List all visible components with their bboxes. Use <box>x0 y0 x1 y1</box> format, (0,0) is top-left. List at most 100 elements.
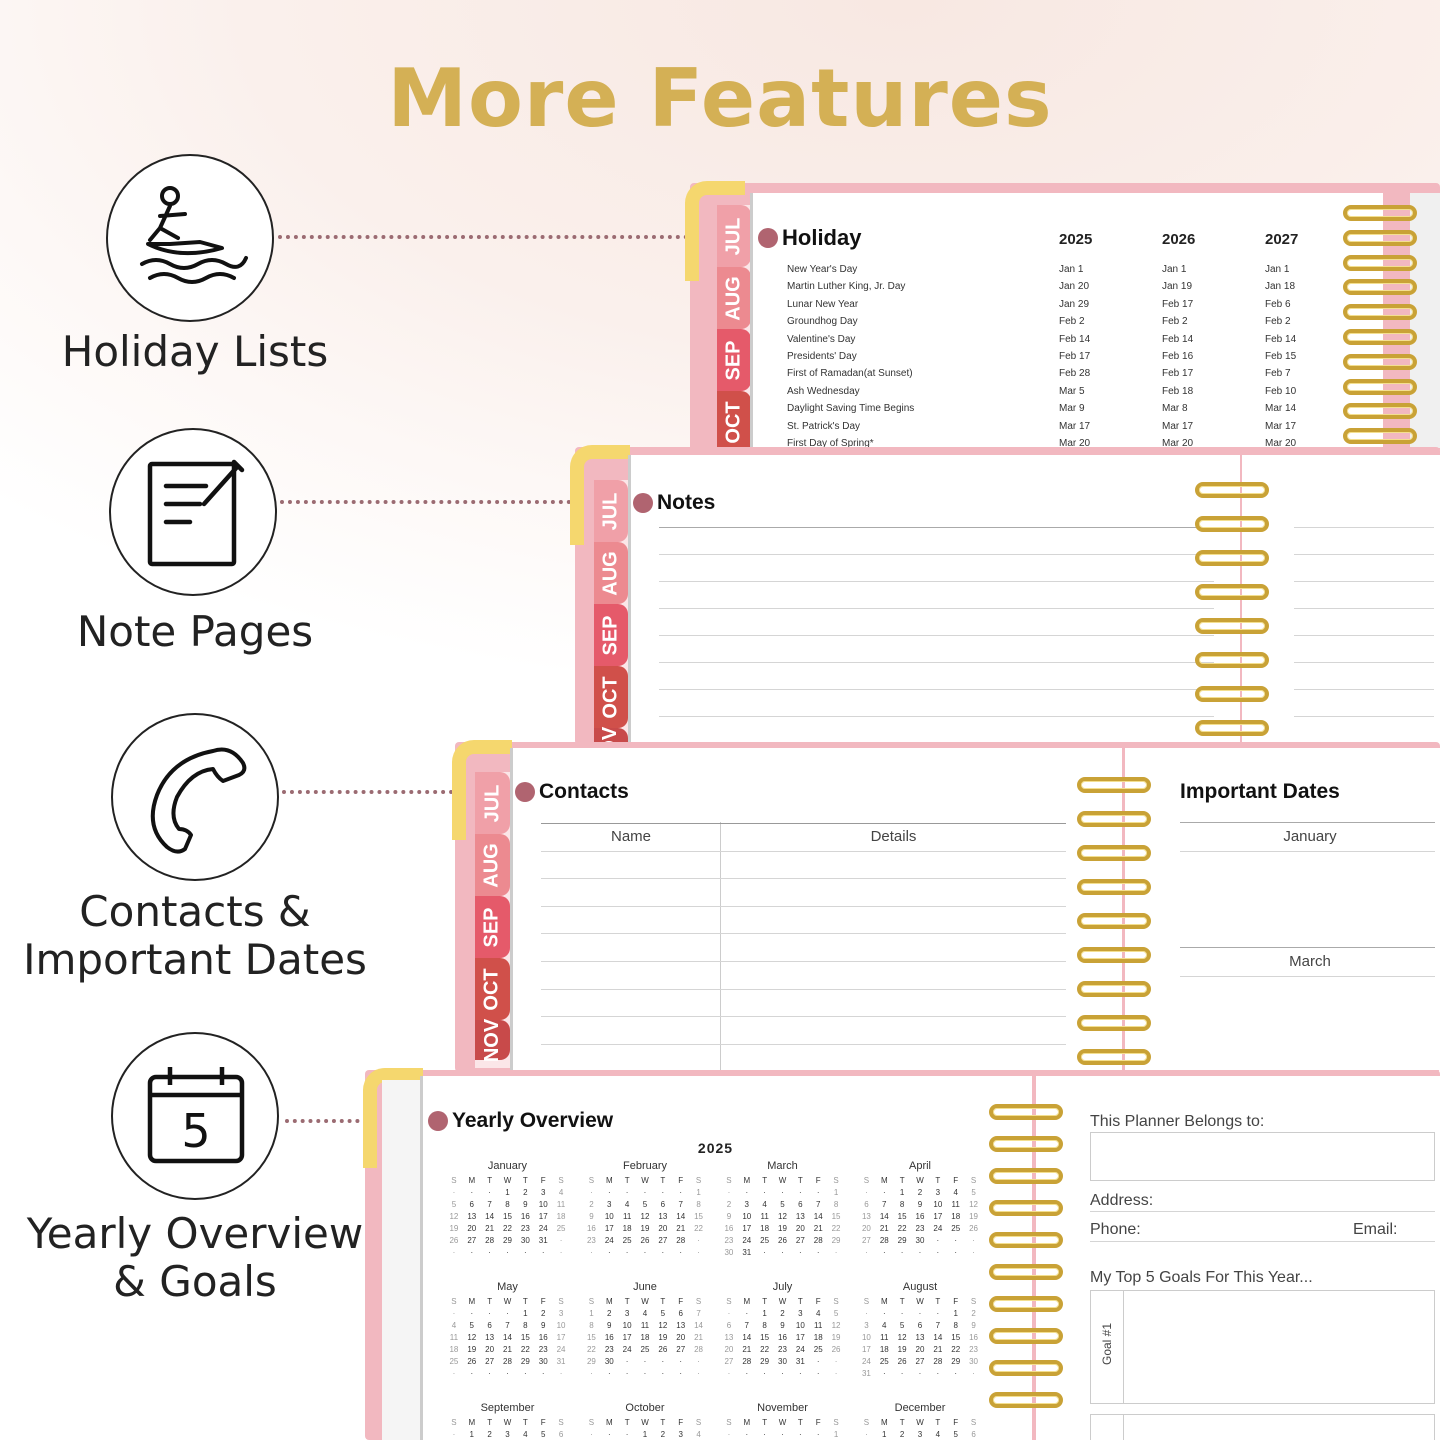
tab-jul[interactable]: JUL <box>594 480 628 542</box>
tab-sep[interactable]: SEP <box>475 896 510 958</box>
ring <box>1195 652 1269 668</box>
weekday-label: F <box>953 1297 959 1306</box>
holiday-date: Feb 10 <box>1265 385 1297 397</box>
day-cell: 25 <box>879 1357 889 1366</box>
note-line <box>659 716 1214 717</box>
month-calendar-july: July S M T W T F S · · 1 2 3 4 5 6 7 8 9 10 11 12 13 14 15 16 17 18… <box>720 1281 845 1378</box>
day-cell: 23 <box>778 1345 787 1354</box>
contact-row-line <box>541 1016 1066 1018</box>
tab-aug[interactable]: AUG <box>594 542 628 604</box>
day-cell: 4 <box>953 1188 958 1197</box>
day-cell: · <box>697 1248 700 1257</box>
day-cell: 17 <box>933 1212 943 1221</box>
holiday-name: Daylight Saving Time Begins <box>787 403 915 415</box>
gold-corner <box>685 181 745 281</box>
day-cell: 1 <box>505 1188 510 1197</box>
day-cell: · <box>452 1430 456 1439</box>
tab-sep[interactable]: SEP <box>594 604 628 666</box>
month-name: October <box>625 1402 665 1414</box>
month-calendar-december: DecemberSMTWTFS·123456789101112131415161… <box>858 1402 983 1440</box>
holiday-date: Mar 20 <box>1162 438 1194 448</box>
holiday-date: Feb 18 <box>1162 385 1194 397</box>
day-cell: 14 <box>933 1333 943 1342</box>
day-cell: 21 <box>676 1224 686 1233</box>
tab-jul[interactable]: JUL <box>717 205 751 267</box>
feature-label-notes: Note Pages <box>76 607 314 656</box>
tab-nov[interactable]: NOV <box>475 1018 510 1062</box>
contact-row-line <box>541 1043 1066 1045</box>
day-cell: 18 <box>879 1345 889 1354</box>
goal-2-box[interactable] <box>1090 1414 1435 1440</box>
holiday-row: Valentine's Day Feb 14 Feb 14 Feb 14 <box>787 334 1377 345</box>
tab-aug[interactable]: AUG <box>717 267 751 329</box>
day-cell: · <box>625 1188 629 1197</box>
goal-1-box[interactable]: Goal #1 <box>1090 1290 1435 1404</box>
tab-jul[interactable]: JUL <box>475 772 510 834</box>
day-grid: SMTWTFS······123456789101112131415161718… <box>720 1418 845 1440</box>
holiday-date: Feb 15 <box>1265 351 1297 362</box>
day-cell: 31 <box>538 1236 548 1245</box>
ring <box>1077 879 1151 895</box>
day-cell: · <box>745 1430 749 1439</box>
tab-label: SEP <box>599 614 622 656</box>
weekday-label: T <box>899 1418 905 1427</box>
weekday-label: W <box>503 1418 512 1427</box>
tab-oct[interactable]: OCT <box>475 958 510 1020</box>
holiday-date: Feb 17 <box>1162 298 1194 310</box>
holiday-date: Feb 6 <box>1265 298 1291 310</box>
day-cell: 12 <box>778 1212 787 1221</box>
phone-email-field[interactable] <box>1090 1241 1435 1242</box>
day-cell: 4 <box>451 1321 457 1330</box>
weekday-label: M <box>880 1176 888 1185</box>
day-cell: 15 <box>694 1212 704 1221</box>
holiday-date: Feb 16 <box>1162 351 1194 362</box>
month-label-january: January <box>1283 828 1337 845</box>
day-cell: 9 <box>523 1200 528 1209</box>
day-cell: · <box>763 1369 766 1378</box>
day-cell: 26 <box>640 1236 650 1245</box>
column-header-name: Name <box>610 828 651 845</box>
day-cell: 19 <box>640 1224 650 1233</box>
day-cell: 17 <box>622 1333 632 1342</box>
day-cell: 8 <box>762 1321 767 1330</box>
day-cell: 26 <box>897 1357 907 1366</box>
tab-aug[interactable]: AUG <box>475 834 510 896</box>
day-cell: 30 <box>778 1357 787 1366</box>
label-line: Important Dates <box>23 935 367 984</box>
day-cell: · <box>625 1357 629 1366</box>
day-cell: 11 <box>880 1333 889 1342</box>
tab-oct[interactable]: OCT <box>594 666 628 728</box>
day-cell: 14 <box>485 1212 495 1221</box>
day-cell: · <box>834 1357 838 1366</box>
day-cell: · <box>799 1430 802 1439</box>
day-cell: 2 <box>660 1430 666 1439</box>
day-cell: 21 <box>933 1345 943 1354</box>
tab-sep[interactable]: SEP <box>717 329 751 391</box>
day-cell: 6 <box>558 1430 564 1439</box>
month-name: June <box>633 1281 657 1293</box>
day-grid: SMTWTFS·12345678910111213141516171819202… <box>445 1418 570 1440</box>
weekday-label: T <box>487 1418 493 1427</box>
address-field[interactable] <box>1090 1211 1435 1212</box>
tab-oct[interactable]: OCT <box>717 391 751 453</box>
day-cell: 10 <box>742 1212 752 1221</box>
owner-name-field[interactable] <box>1090 1132 1435 1181</box>
day-cell: · <box>607 1248 611 1257</box>
day-cell: 3 <box>678 1430 683 1439</box>
day-cell: 24 <box>742 1236 752 1245</box>
yearly-heading: Yearly Overview <box>428 1109 613 1133</box>
holiday-date: Feb 28 <box>1059 368 1091 380</box>
day-cell: 11 <box>814 1321 823 1330</box>
day-cell: · <box>865 1309 868 1318</box>
day-cell: · <box>559 1248 563 1257</box>
day-cell: 31 <box>556 1357 566 1366</box>
day-cell: 9 <box>540 1321 546 1330</box>
day-cell: 3 <box>935 1188 941 1197</box>
holiday-date: Jan 1 <box>1162 264 1187 275</box>
weekday-label: T <box>624 1418 630 1427</box>
day-cell: 2 <box>523 1188 528 1197</box>
day-cell: · <box>697 1236 700 1245</box>
day-cell: 13 <box>795 1212 805 1221</box>
day-cell: 9 <box>589 1212 594 1221</box>
